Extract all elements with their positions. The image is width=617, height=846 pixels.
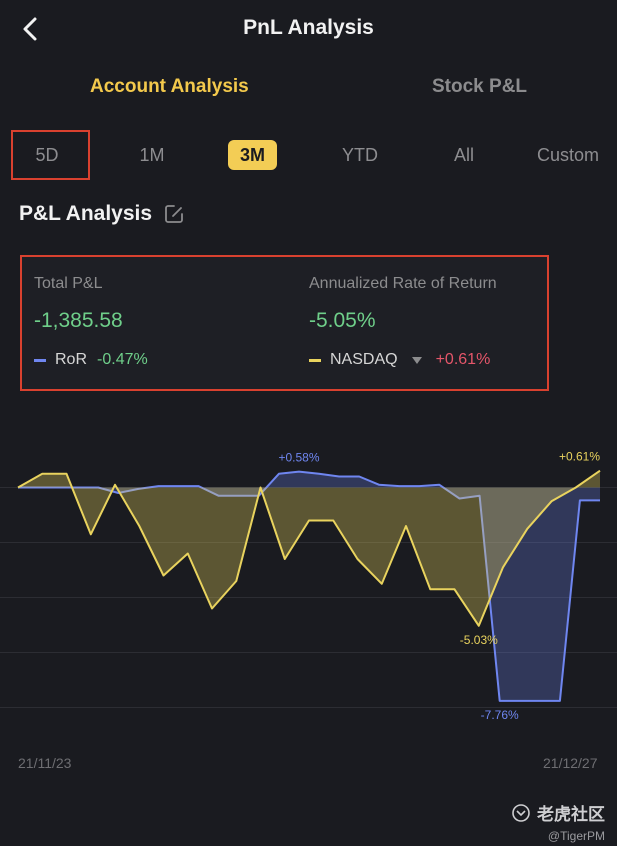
nasdaq-legend-name: NASDAQ (330, 351, 398, 368)
ror-legend-name: RoR (55, 351, 88, 368)
benchmark-selector[interactable]: NASDAQ +0.61% (309, 351, 490, 369)
watermark-text: 老虎社区 (537, 805, 605, 824)
annotation-ror-min: -7.76% (481, 708, 519, 722)
pnl-line-chart[interactable]: +0.58% -7.76% -5.03% +0.61% (0, 440, 617, 750)
back-button[interactable] (14, 12, 48, 46)
tab-stock-pnl[interactable]: Stock P&L (432, 76, 528, 97)
period-selector: 5D 1M 3M YTD All Custom (0, 132, 617, 178)
ror-area (18, 471, 600, 701)
highlight-box-5d (11, 130, 90, 180)
period-3m[interactable]: 3M (228, 140, 278, 170)
tab-account-analysis[interactable]: Account Analysis (90, 76, 249, 97)
nasdaq-legend-swatch (309, 358, 321, 362)
watermark: 老虎社区 @TigerPM (511, 800, 605, 843)
annotation-nasdaq-last: +0.61% (559, 450, 600, 464)
annualized-return-value: -5.05% (309, 309, 376, 332)
annotation-nasdaq-min: -5.03% (460, 633, 498, 647)
period-ytd[interactable]: YTD (342, 145, 378, 165)
x-axis-start-label: 21/11/23 (18, 755, 72, 771)
period-1m[interactable]: 1M (139, 145, 165, 165)
annotation-ror-max: +0.58% (278, 451, 319, 465)
section-title: P&L Analysis (19, 202, 153, 225)
analysis-tabs: Account Analysis Stock P&L (0, 76, 617, 106)
summary-card: Total P&L -1,385.58 Annualized Rate of R… (20, 255, 549, 391)
ror-legend-value: -0.47% (97, 351, 148, 368)
chevron-left-icon (23, 17, 37, 41)
header: PnL Analysis (0, 0, 617, 56)
edit-icon[interactable] (163, 203, 185, 225)
page-title: PnL Analysis (243, 16, 374, 39)
ror-line (18, 470, 600, 702)
x-axis-end-label: 21/12/27 (543, 755, 598, 771)
total-pnl-label: Total P&L (34, 275, 103, 292)
legend-ror: RoR -0.47% (34, 351, 148, 369)
ror-legend-swatch (34, 358, 46, 362)
watermark-logo: 老虎社区 (511, 800, 605, 825)
annualized-return-label: Annualized Rate of Return (309, 275, 497, 292)
caret-down-icon (411, 356, 422, 364)
tiger-logo-icon (512, 803, 530, 822)
nasdaq-area (18, 470, 600, 626)
watermark-handle: @TigerPM (547, 829, 605, 843)
period-custom[interactable]: Custom (536, 145, 599, 165)
nasdaq-legend-value: +0.61% (435, 351, 491, 368)
period-5d[interactable]: 5D (35, 145, 59, 165)
total-pnl-value: -1,385.58 (34, 309, 123, 332)
period-all[interactable]: All (453, 145, 474, 165)
